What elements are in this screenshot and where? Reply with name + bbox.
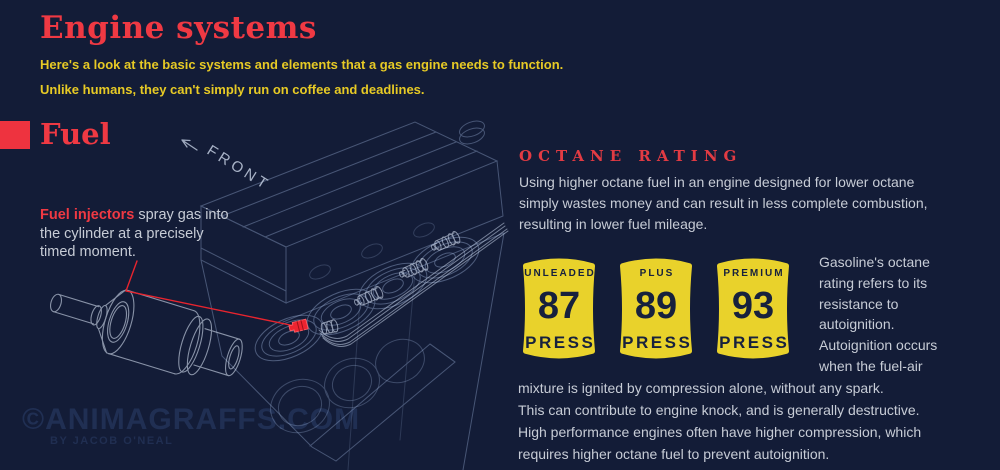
note-line: timed moment. xyxy=(40,244,136,260)
section-heading-fuel: Fuel xyxy=(40,117,111,151)
pump-button-octane-number: 89 xyxy=(634,285,678,327)
pump-button-unleaded-87[interactable]: UNLEADED 87 PRESS xyxy=(518,252,600,365)
fuel-injectors-highlight: Fuel injectors xyxy=(40,207,135,223)
pump-button-grade-label: PREMIUM xyxy=(723,268,785,279)
paragraph-line: This can contribute to engine knock, and… xyxy=(518,402,920,418)
rail-injectors xyxy=(320,230,461,335)
note-line: the cylinder at a precisely xyxy=(40,225,204,242)
watermark-logo: ©ANIMAGRAFFS.COM xyxy=(22,403,361,436)
pump-button-grade-label: PLUS xyxy=(639,268,675,279)
watermark-byline: BY JACOB O'NEAL xyxy=(50,435,174,447)
pump-button-octane-number: 93 xyxy=(731,285,775,327)
fuel-injectors-note: Fuel injectors spray gas into the cylind… xyxy=(40,206,260,262)
paragraph-line: when the fuel-air xyxy=(819,357,923,374)
pump-button-shape xyxy=(717,258,789,359)
front-arrow-icon xyxy=(181,139,198,151)
pump-button-grade-label: UNLEADED xyxy=(524,268,596,279)
note-line: Fuel injectors spray gas into xyxy=(40,206,260,225)
pump-button-shape xyxy=(620,258,692,359)
section-marker-tab xyxy=(0,121,30,149)
paragraph-line: requires higher octane fuel to prevent a… xyxy=(518,446,830,462)
section-heading-octane-rating: OCTANE RATING xyxy=(519,147,743,165)
engine-block-wireframe xyxy=(199,120,505,470)
paragraph-line: rating refers to its xyxy=(819,274,928,291)
pump-button-shape xyxy=(523,258,595,359)
paragraph-line: simply wastes money and can result in le… xyxy=(519,195,928,211)
paragraph-line: High performance engines often have high… xyxy=(518,424,922,440)
red-injector-highlight xyxy=(288,318,309,333)
octane-side-paragraph: Gasoline's octane rating refers to its r… xyxy=(819,252,999,377)
fuel-rail xyxy=(318,222,509,347)
red-callout-line xyxy=(125,260,296,327)
paragraph-line: mixture is ignited by compression alone,… xyxy=(518,380,884,396)
fuel-grade-buttons: UNLEADED 87 PRESS PLUS 89 PRESS PREMIUM … xyxy=(518,252,794,365)
fuel-injector-enlarged xyxy=(49,289,243,377)
crankcase-wireframe xyxy=(270,338,425,434)
paragraph-line: resulting in lower fuel mileage. xyxy=(519,216,708,232)
octane-bottom-paragraph: mixture is ignited by compression alone,… xyxy=(518,377,996,465)
octane-intro-paragraph: Using higher octane fuel in an engine de… xyxy=(519,172,928,235)
pump-button-plus-89[interactable]: PLUS 89 PRESS xyxy=(615,252,697,365)
subtitle-line: Unlike humans, they can't simply run on … xyxy=(40,82,425,97)
paragraph-line: resistance to xyxy=(819,295,899,312)
pump-button-octane-number: 87 xyxy=(537,285,581,327)
paragraph-line: Autoignition occurs xyxy=(819,337,938,354)
pump-button-premium-93[interactable]: PREMIUM 93 PRESS xyxy=(712,252,794,365)
pump-button-press-label: PRESS xyxy=(525,333,596,352)
page-subtitle: Here's a look at the basic systems and e… xyxy=(40,52,563,102)
pump-button-press-label: PRESS xyxy=(719,333,790,352)
pump-button-press-label: PRESS xyxy=(622,333,693,352)
page-title: Engine systems xyxy=(40,10,317,46)
paragraph-line: Gasoline's octane xyxy=(819,254,930,270)
note-text: spray gas into xyxy=(138,207,229,223)
paragraph-line: autoignition. xyxy=(819,316,895,333)
subtitle-line: Here's a look at the basic systems and e… xyxy=(40,57,564,72)
paragraph-line: Using higher octane fuel in an engine de… xyxy=(519,174,915,190)
engine-wireframe-illustration: FRONT xyxy=(49,120,509,470)
front-label: FRONT xyxy=(204,142,274,194)
